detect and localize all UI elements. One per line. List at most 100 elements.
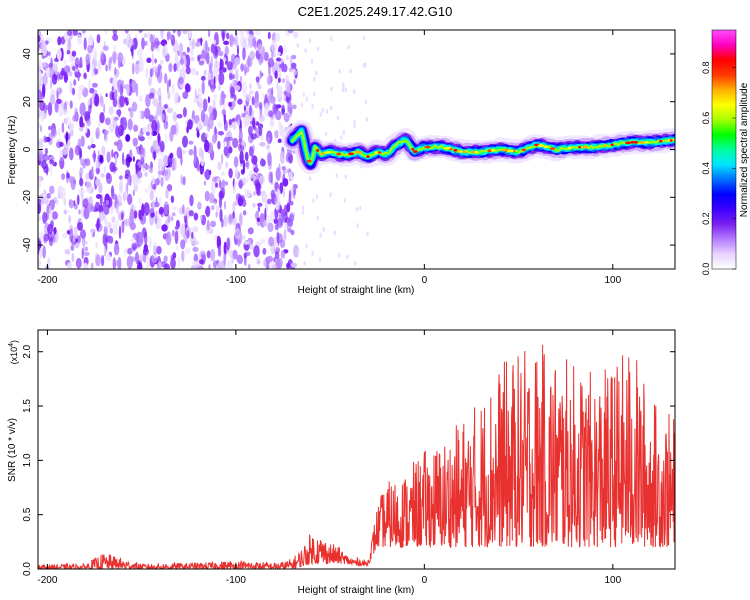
noise-cell [347, 45, 350, 50]
noise-cell [180, 223, 186, 238]
noise-cell [135, 251, 139, 265]
noise-cell [99, 95, 104, 107]
noise-cell [132, 62, 135, 75]
noise-cell [229, 213, 233, 220]
noise-cell [43, 189, 47, 196]
noise-cell [67, 30, 72, 36]
noise-cell [232, 137, 239, 149]
noise-cell [243, 210, 247, 216]
noise-cell [161, 30, 164, 34]
noise-cell [195, 70, 199, 76]
noise-cell [132, 37, 138, 50]
noise-cell [280, 250, 286, 259]
spectrogram-x-label: Height of straight line (km) [298, 285, 415, 296]
noise-cell [188, 140, 194, 145]
noise-cell [121, 220, 125, 234]
noise-cell [60, 156, 64, 162]
noise-cell [219, 180, 222, 189]
noise-cell [106, 151, 111, 163]
noise-cell [125, 134, 131, 142]
noise-cell [173, 63, 177, 73]
noise-cell [321, 107, 324, 113]
noise-cell [215, 204, 220, 212]
noise-cell [68, 175, 73, 184]
noise-cell [218, 71, 225, 86]
noise-cell [111, 216, 116, 223]
noise-cell [258, 114, 265, 123]
noise-cell [228, 168, 233, 179]
noise-cell [182, 176, 186, 186]
noise-cell [256, 259, 261, 265]
noise-cell [57, 127, 61, 137]
noise-cell [105, 199, 110, 206]
ridge-peak [610, 143, 614, 147]
noise-cell [50, 94, 55, 105]
noise-cell [114, 153, 118, 166]
noise-cell [207, 30, 211, 38]
noise-cell [38, 176, 42, 190]
noise-cell [353, 123, 356, 129]
noise-cell [144, 107, 151, 120]
noise-cell [180, 174, 183, 186]
noise-cell [109, 227, 114, 234]
noise-cell [280, 208, 286, 218]
noise-cell [106, 173, 112, 185]
noise-cell [286, 55, 289, 61]
noise-cell [50, 78, 52, 90]
noise-cell [127, 247, 133, 255]
noise-cell [159, 140, 165, 153]
noise-cell [145, 255, 150, 269]
noise-cell [282, 187, 286, 198]
noise-cell [239, 235, 246, 240]
noise-cell [156, 102, 163, 116]
spectrogram-y-tick-label: 40 [22, 48, 33, 60]
noise-cell [267, 152, 272, 166]
noise-cell [88, 35, 94, 47]
noise-cell [364, 99, 368, 105]
noise-cell [272, 103, 277, 115]
noise-cell [258, 101, 263, 110]
ridge-peak [306, 159, 312, 163]
noise-cell [163, 170, 169, 176]
noise-cell [100, 173, 105, 178]
noise-cell [276, 188, 281, 200]
noise-cell [223, 40, 230, 45]
noise-cell [117, 86, 121, 93]
noise-cell [336, 115, 340, 121]
snr-y-tick-label: 1.5 [22, 399, 33, 413]
noise-cell [95, 242, 98, 248]
noise-cell [251, 96, 255, 106]
noise-cell [292, 104, 297, 110]
noise-cell [232, 99, 236, 108]
noise-cell [234, 200, 239, 206]
noise-cell [210, 248, 216, 262]
noise-cell [276, 51, 281, 56]
noise-cell [197, 120, 202, 130]
noise-cell [138, 232, 144, 246]
noise-cell [78, 116, 83, 128]
noise-cell [172, 111, 178, 122]
noise-cell [115, 259, 120, 267]
snr-x-ticks: -200 -100 0 100 [37, 330, 622, 586]
noise-cell [260, 157, 264, 166]
noise-cell [324, 131, 328, 137]
noise-cell [282, 178, 289, 187]
noise-cell [221, 218, 224, 228]
noise-cell [38, 214, 42, 222]
noise-cell [226, 259, 233, 269]
noise-cell [281, 60, 285, 73]
noise-cell [259, 57, 264, 64]
noise-cell [191, 38, 196, 50]
noise-cell [293, 79, 296, 85]
noise-cell [330, 86, 333, 92]
noise-cell [42, 211, 48, 224]
noise-cell [90, 137, 94, 145]
noise-cell [262, 220, 268, 227]
noise-cell [168, 91, 171, 99]
noise-cell [239, 150, 244, 164]
noise-cell [151, 67, 154, 76]
noise-cell [223, 214, 228, 227]
noise-cell [117, 193, 122, 205]
spectrogram-y-label: Frequency (Hz) [7, 116, 18, 185]
noise-cell [255, 162, 258, 174]
